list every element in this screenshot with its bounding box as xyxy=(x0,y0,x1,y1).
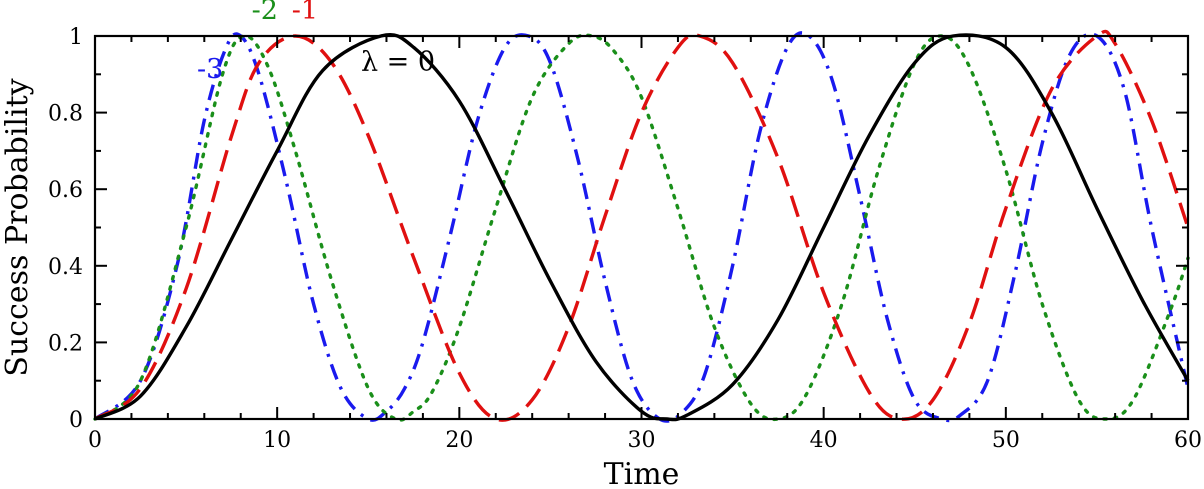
y-tick-label: 0.4 xyxy=(48,255,83,280)
plot-frame xyxy=(93,34,1190,421)
tick-layer xyxy=(94,35,1189,420)
curve-label-layer: λ = 0 -1 -2 -3 xyxy=(197,0,435,85)
x-axis-title: Time xyxy=(604,457,680,489)
series-line-1 xyxy=(94,29,1190,422)
curve-label-1: -1 xyxy=(292,0,318,26)
tick-label-layer: 0 10 20 30 40 50 60 0 0.2 0.4 0.6 0.8 1 xyxy=(48,25,1202,453)
series-line-2 xyxy=(93,33,1190,422)
y-tick-label: 0.2 xyxy=(48,331,83,356)
y-tick-label: 0.8 xyxy=(48,102,83,127)
series-layer xyxy=(93,29,1190,423)
x-tick-label: 0 xyxy=(88,428,102,453)
y-tick-label: 0.6 xyxy=(48,178,83,203)
x-tick-label: 10 xyxy=(263,428,291,453)
x-tick-label: 50 xyxy=(992,428,1020,453)
x-tick-label: 60 xyxy=(1174,428,1202,453)
series-line-3 xyxy=(93,31,1190,423)
curve-label-2: -2 xyxy=(252,0,278,26)
curve-label-3: -3 xyxy=(197,54,223,85)
y-axis-title: Success Probability xyxy=(0,78,35,376)
curve-label-0: λ = 0 xyxy=(361,46,435,77)
x-tick-label: 20 xyxy=(445,428,473,453)
x-tick-label: 30 xyxy=(628,428,656,453)
series-line-0 xyxy=(94,32,1190,422)
y-tick-label: 0 xyxy=(69,408,83,433)
y-tick-label: 1 xyxy=(69,25,83,50)
x-tick-label: 40 xyxy=(810,428,838,453)
